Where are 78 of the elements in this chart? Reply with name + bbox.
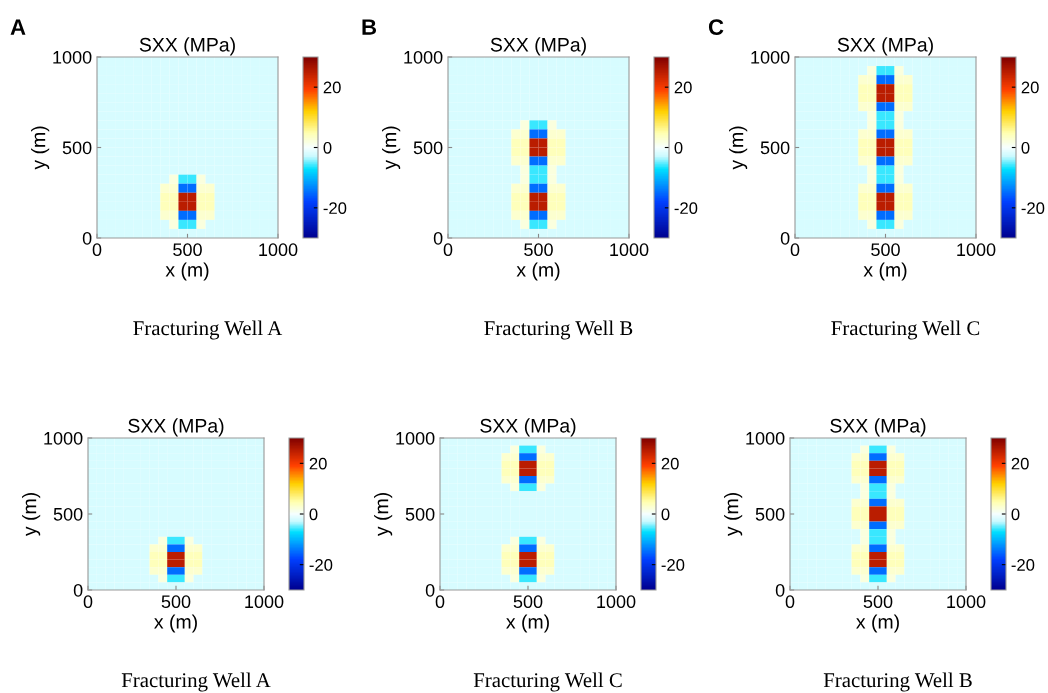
color-bar-label: -20 — [1011, 559, 1035, 571]
chart-title: SXX (MPa) — [837, 37, 933, 56]
color-bar-label: -20 — [323, 202, 347, 215]
y-tick-label: 0 — [775, 583, 785, 597]
color-bar-label: -20 — [309, 559, 333, 571]
y-tick-label: 1000 — [746, 431, 785, 445]
color-bar-label: 0 — [1011, 508, 1020, 521]
y-tick-label: 1000 — [396, 431, 435, 445]
chart-title: SXX (MPa) — [139, 37, 235, 56]
x-axis-title: x (m) — [856, 614, 899, 633]
y-tick-label: 0 — [82, 231, 92, 245]
x-tick-label: 500 — [863, 595, 893, 609]
text: B — [362, 19, 377, 35]
x-tick-label: 1000 — [947, 595, 986, 609]
y-tick-label: 500 — [405, 507, 435, 521]
text: Fracturing Well C — [473, 672, 622, 692]
color-bar-label: -20 — [1021, 202, 1045, 215]
color-bar-label: -20 — [674, 202, 698, 215]
x-axis-title: x (m) — [165, 262, 209, 281]
x-tick-label: 500 — [173, 243, 202, 257]
y-tick-label: 1000 — [44, 431, 83, 445]
y-tick-label: 0 — [73, 583, 83, 597]
text: C — [708, 19, 724, 35]
color-bar-label: 20 — [674, 81, 692, 94]
y-tick-label: 500 — [760, 141, 790, 155]
color-bar-label: 20 — [1011, 457, 1029, 470]
y-tick-label: 0 — [425, 583, 435, 597]
color-bar-label: -20 — [661, 559, 685, 571]
text: Fracturing Well C — [831, 320, 980, 340]
y-tick-label: 500 — [53, 507, 83, 521]
color-bar-label: 20 — [323, 81, 341, 94]
x-tick-label: 500 — [513, 595, 543, 609]
color-bar-label: 20 — [661, 457, 679, 470]
y-tick-label: 0 — [780, 231, 790, 245]
color-bar-label: 0 — [674, 141, 683, 154]
y-tick-label: 1000 — [53, 50, 92, 64]
y-tick-label: 500 — [413, 141, 443, 155]
text: Fracturing Well A — [133, 320, 283, 340]
x-axis-title: x (m) — [154, 614, 197, 633]
x-tick-label: 500 — [871, 243, 900, 257]
text: Fracturing Well A — [121, 672, 271, 692]
y-axis-title: y (m) — [22, 493, 41, 537]
x-tick-label: 0 — [92, 243, 102, 257]
chart-title: SXX (MPa) — [128, 418, 224, 437]
text: Fracturing Well B — [823, 672, 972, 692]
y-tick-label: 1000 — [404, 50, 443, 64]
y-tick-label: 1000 — [751, 50, 790, 64]
y-axis-title: y (m) — [31, 126, 50, 170]
chart-title: SXX (MPa) — [480, 418, 576, 437]
x-axis-title: x (m) — [506, 614, 549, 633]
y-tick-label: 500 — [62, 141, 92, 155]
color-bar-label: 20 — [1021, 81, 1039, 94]
color-bar-label: 0 — [323, 141, 332, 154]
color-bar-label: 0 — [1021, 141, 1030, 154]
color-bar-label: 0 — [661, 508, 670, 521]
chart-title: SXX (MPa) — [490, 37, 586, 56]
x-tick-label: 1000 — [245, 595, 284, 609]
y-tick-label: 0 — [433, 231, 443, 245]
x-tick-label: 500 — [524, 243, 553, 257]
y-tick-label: 500 — [755, 507, 785, 521]
y-axis-title: y (m) — [382, 126, 401, 170]
x-tick-label: 0 — [443, 243, 453, 257]
x-tick-label: 1000 — [597, 595, 636, 609]
x-tick-label: 500 — [161, 595, 191, 609]
x-tick-label: 1000 — [259, 243, 298, 257]
color-bar-label: 20 — [309, 457, 327, 470]
y-axis-title: y (m) — [374, 493, 393, 537]
y-axis-title: y (m) — [724, 493, 743, 537]
color-bar-label: 0 — [309, 508, 318, 521]
x-axis-title: x (m) — [516, 262, 560, 281]
text: Fracturing Well B — [484, 320, 633, 340]
text: A — [10, 19, 26, 35]
x-tick-label: 1000 — [610, 243, 649, 257]
x-tick-label: 0 — [790, 243, 800, 257]
x-tick-label: 1000 — [957, 243, 996, 257]
chart-title: SXX (MPa) — [830, 418, 926, 437]
x-axis-title: x (m) — [863, 262, 907, 281]
y-axis-title: y (m) — [729, 126, 748, 170]
